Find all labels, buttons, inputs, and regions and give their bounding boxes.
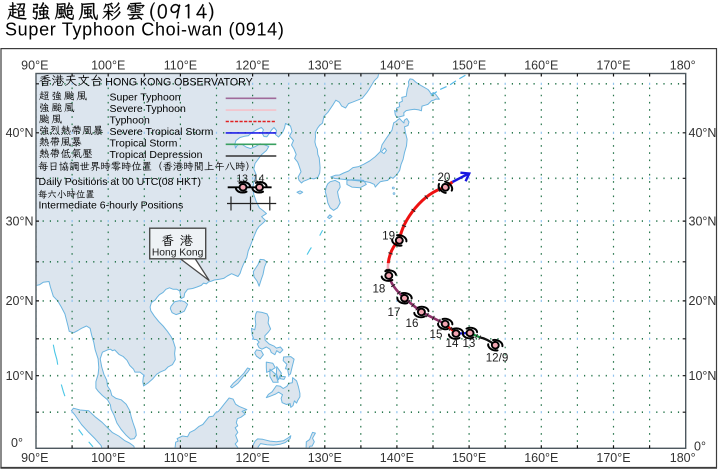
svg-text:160°E: 160°E — [524, 58, 558, 72]
svg-text:13: 13 — [236, 173, 248, 185]
svg-text:Severe Typhoon: Severe Typhoon — [110, 103, 186, 115]
svg-text:17: 17 — [388, 306, 401, 319]
svg-text:Tropical Depression: Tropical Depression — [110, 149, 203, 161]
svg-text:13: 13 — [462, 337, 475, 350]
svg-text:20°N: 20°N — [6, 294, 34, 308]
svg-text:160°E: 160°E — [524, 451, 558, 465]
svg-text:Super Typhoon Choi-wan (0914): Super Typhoon Choi-wan (0914) — [5, 19, 285, 39]
svg-text:Daily Positions at 00 UTC(08 H: Daily Positions at 00 UTC(08 HKT) — [39, 176, 201, 188]
svg-text:130°E: 130°E — [308, 451, 342, 465]
svg-text:40°N: 40°N — [689, 126, 717, 140]
svg-text:170°E: 170°E — [596, 451, 630, 465]
svg-text:HONG KONG OBSERVATORY: HONG KONG OBSERVATORY — [105, 77, 252, 89]
svg-text:0°: 0° — [694, 440, 706, 454]
svg-text:12/9: 12/9 — [486, 351, 509, 364]
svg-text:Typhoon: Typhoon — [110, 115, 150, 127]
svg-text:180°: 180° — [670, 451, 696, 465]
svg-text:14: 14 — [253, 173, 265, 185]
svg-text:0°: 0° — [11, 436, 23, 450]
svg-text:Hong Kong: Hong Kong — [152, 248, 204, 259]
svg-text:30°N: 30°N — [689, 214, 717, 228]
svg-text:19: 19 — [382, 230, 395, 243]
svg-text:16: 16 — [406, 317, 419, 330]
svg-text:120°E: 120°E — [235, 451, 269, 465]
svg-text:Intermediate 6-hourly Position: Intermediate 6-hourly Positions — [39, 200, 184, 212]
svg-text:30°N: 30°N — [6, 214, 34, 228]
svg-text:120°E: 120°E — [235, 58, 269, 72]
svg-text:170°E: 170°E — [596, 58, 630, 72]
svg-text:100°E: 100°E — [91, 58, 125, 72]
svg-text:40°N: 40°N — [6, 126, 34, 140]
svg-text:Severe Tropical Storm: Severe Tropical Storm — [110, 126, 214, 138]
svg-text:100°E: 100°E — [91, 451, 125, 465]
svg-text:140°E: 140°E — [380, 58, 414, 72]
svg-text:10°N: 10°N — [6, 369, 34, 383]
svg-text:130°E: 130°E — [308, 58, 342, 72]
svg-text:140°E: 140°E — [380, 451, 414, 465]
svg-text:90°E: 90°E — [21, 451, 48, 465]
svg-text:14: 14 — [446, 337, 459, 350]
svg-text:Tropical Storm: Tropical Storm — [110, 137, 178, 149]
svg-text:180°: 180° — [670, 58, 696, 72]
svg-text:10°N: 10°N — [689, 369, 717, 383]
svg-text:20°N: 20°N — [689, 294, 717, 308]
svg-text:110°E: 110°E — [164, 451, 197, 465]
svg-text:20: 20 — [437, 171, 450, 184]
svg-text:110°E: 110°E — [164, 58, 197, 72]
svg-text:Super Typhoon: Super Typhoon — [110, 91, 181, 103]
svg-text:15: 15 — [430, 328, 443, 341]
svg-text:18: 18 — [372, 282, 385, 295]
svg-text:150°E: 150°E — [452, 58, 486, 72]
svg-text:90°E: 90°E — [21, 58, 48, 72]
svg-text:150°E: 150°E — [452, 451, 486, 465]
